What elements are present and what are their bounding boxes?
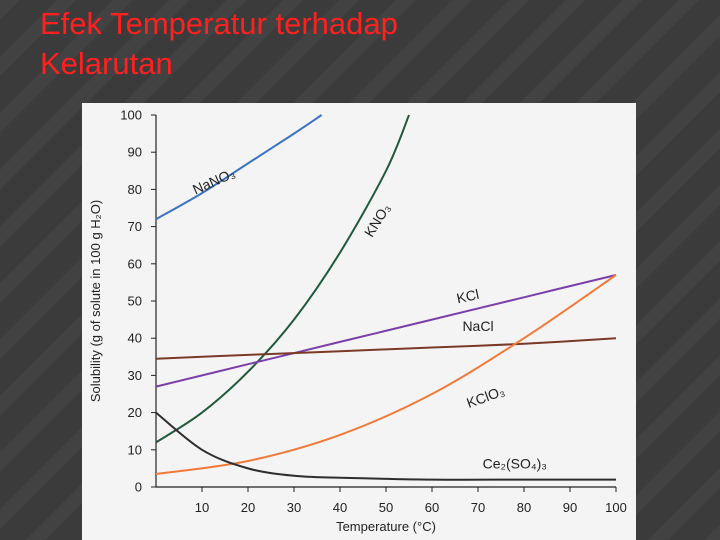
series-label: KCl — [455, 286, 480, 306]
x-tick-label: 50 — [379, 500, 393, 515]
x-tick-label: 60 — [425, 500, 439, 515]
y-axis-title: Solubility (g of solute in 100 g H₂O) — [88, 200, 103, 402]
slide-title-line-2: Kelarutan — [40, 46, 173, 81]
y-tick-label: 60 — [128, 256, 142, 271]
y-tick-label: 30 — [128, 368, 142, 383]
chart-axes: 0 10 20 30 40 50 60 70 80 90 100 10 20 30 40 50 60 70 80 90… — [88, 108, 627, 535]
series-line — [155, 114, 323, 221]
x-tick-label: 70 — [471, 500, 485, 515]
x-tick-label: 90 — [563, 500, 577, 515]
y-tick-label: 0 — [135, 480, 142, 495]
y-tick-label: 40 — [128, 331, 142, 346]
chart-panel: 0 10 20 30 40 50 60 70 80 90 100 10 20 30 40 50 60 70 80 90… — [82, 103, 636, 540]
x-tick-label: 10 — [195, 500, 209, 515]
series-label: Ce₂(SO₄)₃ — [483, 455, 547, 471]
y-tick-label: 70 — [128, 219, 142, 234]
y-tick-label: 10 — [128, 442, 142, 457]
series-label: KNO₃ — [361, 201, 394, 240]
y-tick-label: 50 — [128, 294, 142, 309]
solubility-chart: 0 10 20 30 40 50 60 70 80 90 100 10 20 30 40 50 60 70 80 90… — [88, 108, 627, 535]
series-line — [155, 274, 617, 388]
series-label: NaCl — [462, 318, 493, 334]
y-tick-label: 100 — [120, 108, 142, 123]
slide-title: Efek Temperatur terhadap Kelarutan — [40, 4, 398, 84]
series-line — [155, 114, 410, 444]
chart-series — [155, 114, 617, 481]
series-line — [155, 274, 617, 475]
series-line — [155, 411, 616, 481]
x-tick-label: 30 — [287, 500, 301, 515]
chart-series-labels: NaNO₃ KNO₃ KCl NaCl KClO₃ Ce₂(SO₄)₃ — [190, 165, 547, 472]
y-tick-label: 90 — [128, 145, 142, 160]
x-tick-label: 20 — [241, 500, 255, 515]
series-label: NaNO₃ — [190, 165, 237, 198]
x-tick-label: 100 — [605, 500, 627, 515]
slide-title-line-1: Efek Temperatur terhadap — [40, 6, 398, 41]
y-tick-label: 20 — [128, 405, 142, 420]
x-tick-label: 80 — [517, 500, 531, 515]
series-label: KClO₃ — [464, 383, 506, 411]
series-line — [155, 337, 617, 360]
y-tick-label: 80 — [128, 182, 142, 197]
x-tick-label: 40 — [333, 500, 347, 515]
x-axis-title: Temperature (°C) — [336, 519, 436, 534]
